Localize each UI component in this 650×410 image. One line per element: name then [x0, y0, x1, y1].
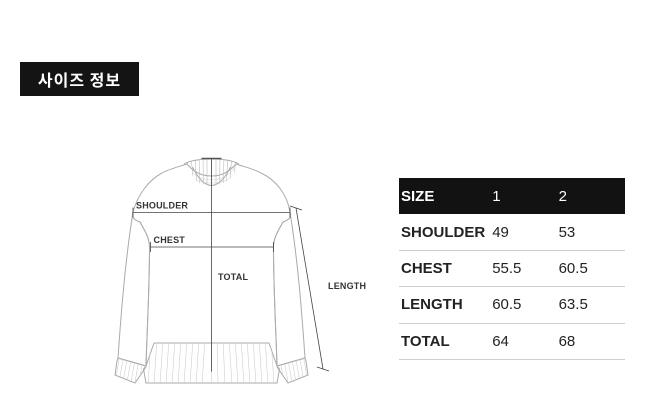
svg-text:CHEST: CHEST: [154, 235, 186, 245]
svg-text:LENGTH: LENGTH: [328, 281, 366, 291]
svg-text:TOTAL: TOTAL: [218, 272, 248, 282]
svg-text:SHOULDER: SHOULDER: [136, 201, 188, 211]
